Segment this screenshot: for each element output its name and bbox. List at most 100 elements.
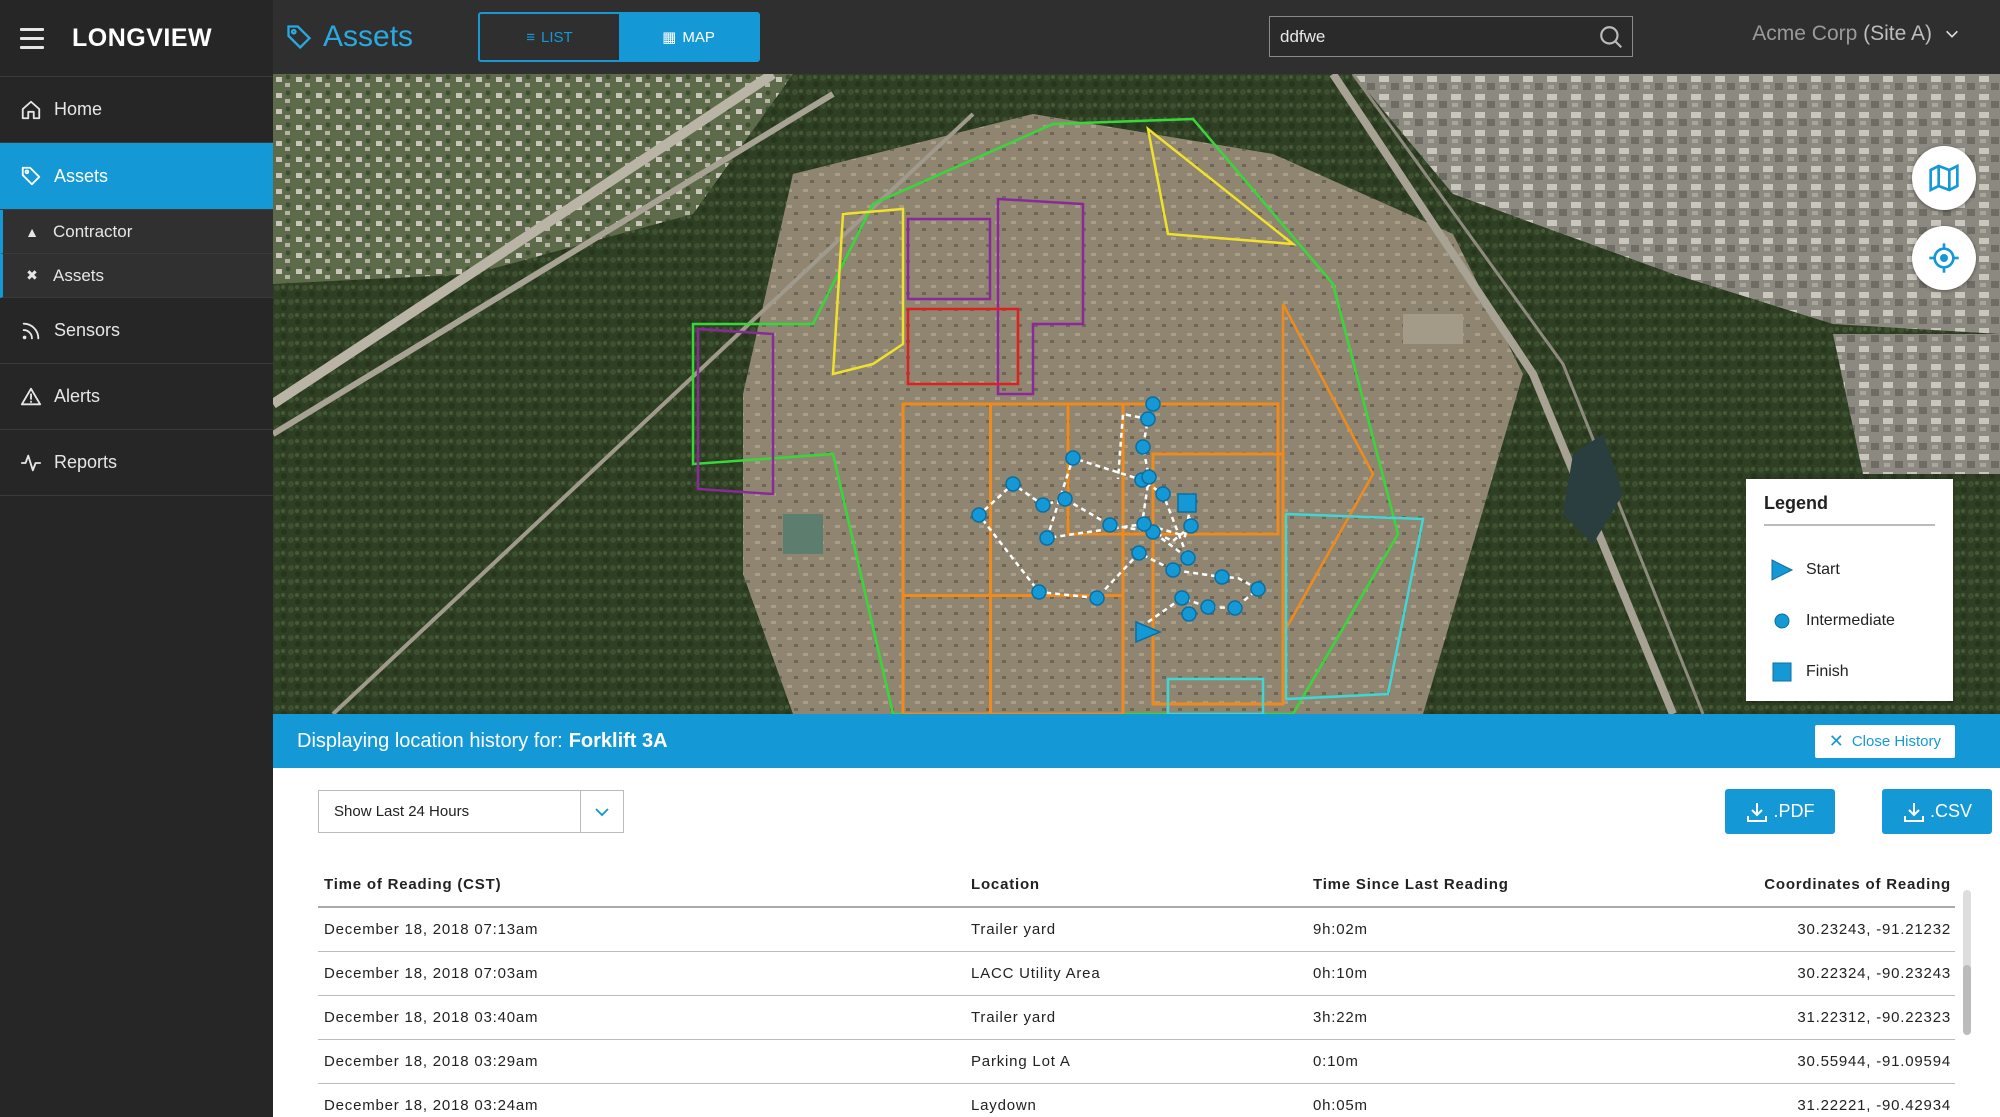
sidebar-subitem-label: Contractor	[53, 221, 133, 241]
sidebar-item-home[interactable]: Home	[0, 77, 273, 143]
export-pdf-label: .PDF	[1773, 801, 1815, 821]
cell-coordinates: 31.22221, -90.42934	[1797, 1097, 1951, 1114]
zone-boundary-yellow	[1146, 125, 1297, 246]
cell-location: Laydown	[971, 1097, 1037, 1114]
site-name: (Site A)	[1863, 22, 1932, 45]
close-history-button[interactable]: ✕ Close History	[1814, 725, 1955, 758]
zone-boundary-purple	[996, 197, 1085, 396]
history-prefix: Displaying location history for:	[297, 729, 563, 752]
path-finish-marker	[1177, 493, 1197, 513]
table-scrollbar-track[interactable]	[1963, 890, 1971, 1032]
cell-time: December 18, 2018 03:24am	[324, 1097, 539, 1114]
sidebar-subitem-contractor[interactable]: ▲ Contractor	[0, 210, 273, 254]
export-csv-button[interactable]: .CSV	[1882, 789, 1992, 834]
sidebar-subitem-assets[interactable]: ✖ Assets	[0, 254, 273, 298]
map-view-label: MAP	[682, 28, 715, 46]
tag-icon	[21, 166, 41, 186]
download-icon	[1747, 802, 1768, 822]
locate-button[interactable]	[1912, 226, 1976, 290]
menu-icon[interactable]	[20, 27, 44, 49]
history-panel: Show Last 24 Hours .PDF .CSV Time of Rea…	[273, 768, 2000, 1117]
sidebar-item-label: Sensors	[54, 320, 121, 340]
map-layers-button[interactable]	[1912, 146, 1976, 210]
export-pdf-button[interactable]: .PDF	[1725, 789, 1835, 834]
satellite-map[interactable]: Legend Start Intermediate Finish	[273, 74, 2000, 714]
sidebar-item-label: Reports	[54, 452, 118, 472]
zone-boundary-orange	[1281, 303, 1375, 639]
map-view-button[interactable]: ▦ MAP	[619, 14, 758, 60]
legend-label: Finish	[1806, 662, 1849, 680]
cell-coordinates: 30.23243, -91.21232	[1797, 921, 1951, 938]
zone-boundary-yellow	[831, 207, 905, 376]
sidebar-item-reports[interactable]: Reports	[0, 430, 273, 496]
legend-item-start: Start	[1764, 544, 1935, 595]
search-input[interactable]	[1270, 26, 1598, 47]
dropdown-toggle[interactable]	[580, 791, 623, 832]
time-range-value: Show Last 24 Hours	[334, 803, 470, 820]
history-table: Time of Reading (CST) Location Time Sinc…	[318, 862, 1955, 1117]
legend-title: Legend	[1764, 493, 1935, 526]
cell-location: LACC Utility Area	[971, 965, 1101, 982]
sidebar-item-sensors[interactable]: Sensors	[0, 298, 273, 364]
search-icon[interactable]	[1598, 24, 1624, 50]
page-title-text: Assets	[323, 20, 414, 53]
zone-boundary-orange	[901, 402, 1125, 714]
square-icon	[1772, 662, 1792, 681]
legend-label: Intermediate	[1806, 611, 1895, 629]
view-toggle: ≡ LIST ▦ MAP	[478, 12, 760, 62]
column-header[interactable]: Time Since Last Reading	[1313, 875, 1509, 893]
triangle-icon	[1771, 558, 1794, 581]
sidebar-item-label: Home	[54, 99, 103, 119]
table-row[interactable]: December 18, 2018 03:24am Laydown 0h:05m…	[318, 1084, 1955, 1117]
list-view-button[interactable]: ≡ LIST	[480, 14, 619, 60]
zone-boundary-green	[691, 117, 1400, 714]
site-selector[interactable]: Acme Corp (Site A)	[1752, 22, 1960, 46]
zone-boundary-orange	[989, 404, 992, 714]
cell-elapsed: 0h:10m	[1313, 965, 1368, 982]
table-scrollbar-thumb[interactable]	[1963, 965, 1971, 1035]
hard-hat-icon: ▲	[25, 223, 39, 240]
home-icon	[21, 100, 41, 119]
sidebar-item-assets[interactable]: Assets	[0, 143, 273, 210]
column-header[interactable]: Coordinates of Reading	[1764, 875, 1951, 893]
circle-icon	[1774, 613, 1790, 628]
table-row[interactable]: December 18, 2018 03:40am Trailer yard 3…	[318, 996, 1955, 1040]
cell-coordinates: 30.55944, -91.09594	[1797, 1053, 1951, 1070]
cell-location: Trailer yard	[971, 1009, 1056, 1026]
chevron-down-icon	[595, 807, 609, 816]
table-row[interactable]: December 18, 2018 07:03am LACC Utility A…	[318, 952, 1955, 996]
cell-elapsed: 0h:05m	[1313, 1097, 1368, 1114]
zone-boundary-cyan	[1166, 677, 1265, 714]
activity-icon	[20, 454, 42, 471]
cell-elapsed: 0:10m	[1313, 1053, 1359, 1070]
map-terrain	[273, 74, 2000, 714]
cell-location: Parking Lot A	[971, 1053, 1071, 1070]
cell-location: Trailer yard	[971, 921, 1056, 938]
path-start-marker	[1135, 620, 1162, 644]
cell-time: December 18, 2018 03:29am	[324, 1053, 539, 1070]
list-view-label: LIST	[541, 28, 573, 46]
app-logo: LONGVIEW	[72, 23, 213, 52]
sidebar-item-alerts[interactable]: Alerts	[0, 364, 273, 430]
page-title: Assets	[285, 20, 413, 54]
table-row[interactable]: December 18, 2018 03:29am Parking Lot A …	[318, 1040, 1955, 1084]
table-header: Time of Reading (CST) Location Time Sinc…	[318, 862, 1955, 908]
history-bar: Displaying location history for: Forklif…	[273, 714, 2000, 768]
table-row[interactable]: December 18, 2018 07:13am Trailer yard 9…	[318, 908, 1955, 952]
zone-boundary-orange	[1066, 402, 1280, 536]
rss-icon	[22, 322, 40, 339]
column-header[interactable]: Time of Reading (CST)	[324, 875, 502, 893]
time-range-select[interactable]: Show Last 24 Hours	[318, 790, 624, 833]
sidebar-item-label: Alerts	[54, 386, 101, 406]
column-header[interactable]: Location	[971, 875, 1040, 893]
map-icon: ▦	[662, 29, 677, 46]
zone-boundary-red	[906, 307, 1020, 386]
cell-elapsed: 3h:22m	[1313, 1009, 1368, 1026]
cell-coordinates: 30.22324, -90.23243	[1797, 965, 1951, 982]
cell-time: December 18, 2018 03:40am	[324, 1009, 539, 1026]
zone-boundary-cyan	[1284, 512, 1425, 701]
top-bar: Assets ≡ LIST ▦ MAP Acme Corp (Site A)	[273, 0, 2000, 74]
brand-bar: LONGVIEW	[0, 0, 273, 77]
close-icon: ✕	[1828, 731, 1844, 751]
zone-boundary-purple	[696, 327, 775, 496]
